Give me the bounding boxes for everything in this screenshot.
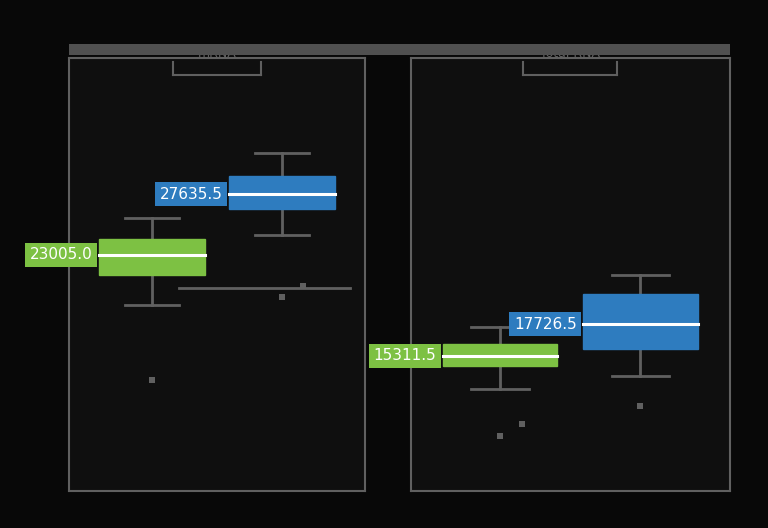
Text: 17726.5: 17726.5 — [514, 317, 577, 332]
Text: 15311.5: 15311.5 — [373, 348, 436, 363]
Bar — [442, 344, 558, 366]
Text: mRNA: mRNA — [197, 47, 237, 60]
Bar — [98, 239, 205, 275]
Bar — [229, 176, 335, 209]
Text: 23005.0: 23005.0 — [30, 247, 93, 262]
Text: Total RNA: Total RNA — [540, 47, 601, 60]
Text: 27635.5: 27635.5 — [160, 186, 223, 202]
Bar — [583, 294, 697, 350]
